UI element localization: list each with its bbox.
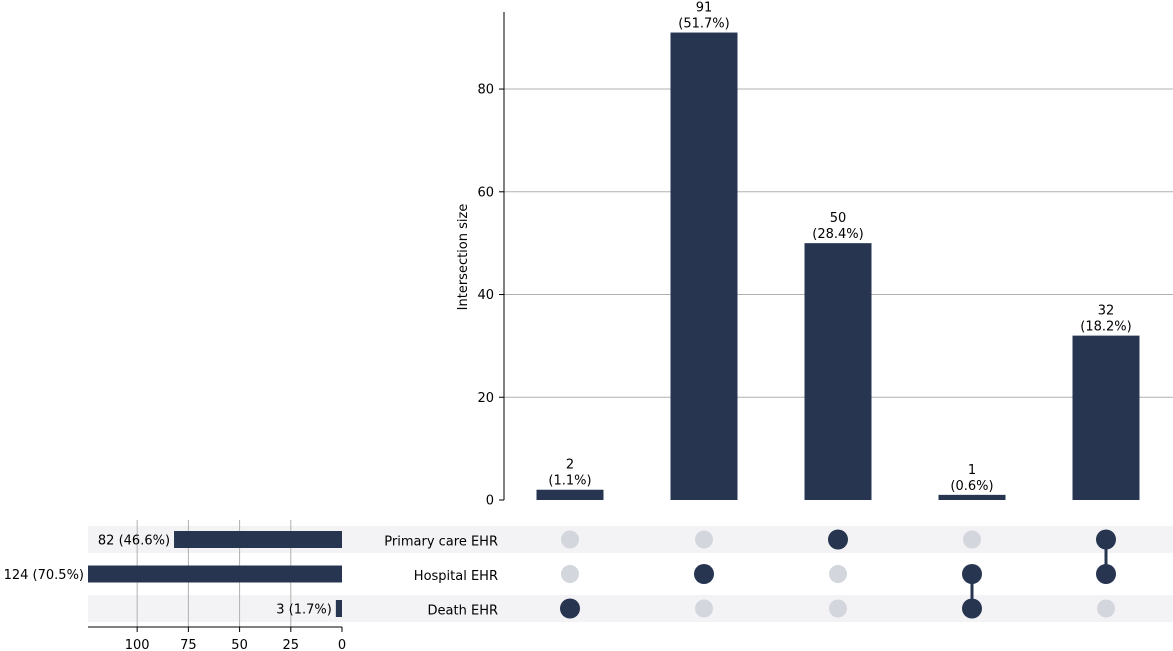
set-size-label: 82 (46.6%) [98, 534, 170, 549]
matrix-dot-active [1096, 564, 1116, 584]
matrix-dot-active [1096, 529, 1116, 550]
matrix-dot-inactive [695, 599, 713, 618]
set-name-label: Death EHR [428, 604, 498, 619]
x-tick-label: 0 [338, 638, 346, 651]
x-tick-label: 75 [180, 638, 197, 651]
intersection-bar [536, 489, 604, 500]
bar-percent-label: (28.4%) [812, 227, 863, 242]
y-tick-label: 40 [477, 288, 494, 303]
matrix-dot-inactive [829, 599, 847, 618]
matrix-dot-inactive [963, 530, 981, 549]
y-tick-label: 20 [477, 391, 494, 406]
matrix-dot-inactive [561, 565, 579, 583]
set-size-bars: 82 (46.6%) 124 (70.5%) 3 (1.7%) [4, 531, 342, 618]
matrix-dot-active [962, 564, 982, 584]
bar-count-label: 1 [968, 463, 976, 478]
intersection-bar-labels: 2(1.1%) 91(51.7%) 50(28.4%) 1(0.6%) 32(18.2%… [548, 1, 1131, 494]
set-size-bar [174, 531, 342, 548]
x-tick-label: 100 [125, 638, 150, 651]
matrix-dot-active [694, 564, 714, 584]
x-tick-label: 50 [231, 638, 248, 651]
bar-percent-label: (0.6%) [950, 479, 993, 494]
matrix-dot-inactive [561, 530, 579, 549]
matrix-dot-inactive [829, 565, 847, 583]
bar-count-label: 50 [830, 211, 847, 226]
set-name-label: Hospital EHR [414, 569, 498, 584]
y-tick-label: 0 [486, 494, 494, 509]
matrix-row-shading [88, 526, 1173, 622]
intersection-bar [670, 32, 738, 501]
bar-count-label: 32 [1098, 304, 1115, 319]
x-tick-label: 25 [283, 638, 300, 651]
bar-percent-label: (1.1%) [548, 474, 591, 489]
y-tick-label: 60 [477, 185, 494, 200]
intersection-bar [938, 494, 1006, 500]
set-size-axis: 100 75 50 25 0 [88, 626, 346, 651]
matrix-dot-inactive [695, 530, 713, 549]
matrix-dot-active [560, 598, 580, 619]
matrix-dot-active [828, 529, 848, 550]
set-size-label: 124 (70.5%) [4, 568, 84, 583]
y-axis-label: Intersection size [456, 204, 471, 311]
set-size-bar [335, 600, 342, 617]
set-names: Primary care EHR Hospital EHR Death EHR [384, 535, 498, 619]
matrix-dot-inactive [1097, 599, 1115, 618]
intersection-bar [1072, 335, 1140, 500]
bar-percent-label: (18.2%) [1080, 320, 1131, 335]
bar-percent-label: (51.7%) [678, 17, 729, 32]
matrix-dot-active [962, 598, 982, 619]
set-size-label: 3 (1.7%) [276, 603, 332, 618]
bar-count-label: 2 [566, 458, 574, 473]
bar-count-label: 91 [696, 1, 713, 16]
set-name-label: Primary care EHR [384, 535, 498, 550]
intersection-bar [804, 243, 872, 500]
y-axis: Intersection size 0 20 40 60 80 [456, 12, 505, 509]
set-size-bar [88, 565, 342, 583]
y-tick-label: 80 [477, 83, 494, 98]
membership-matrix [560, 529, 1116, 619]
matrix-row-band [88, 595, 1173, 622]
intersection-bars [536, 32, 1140, 501]
